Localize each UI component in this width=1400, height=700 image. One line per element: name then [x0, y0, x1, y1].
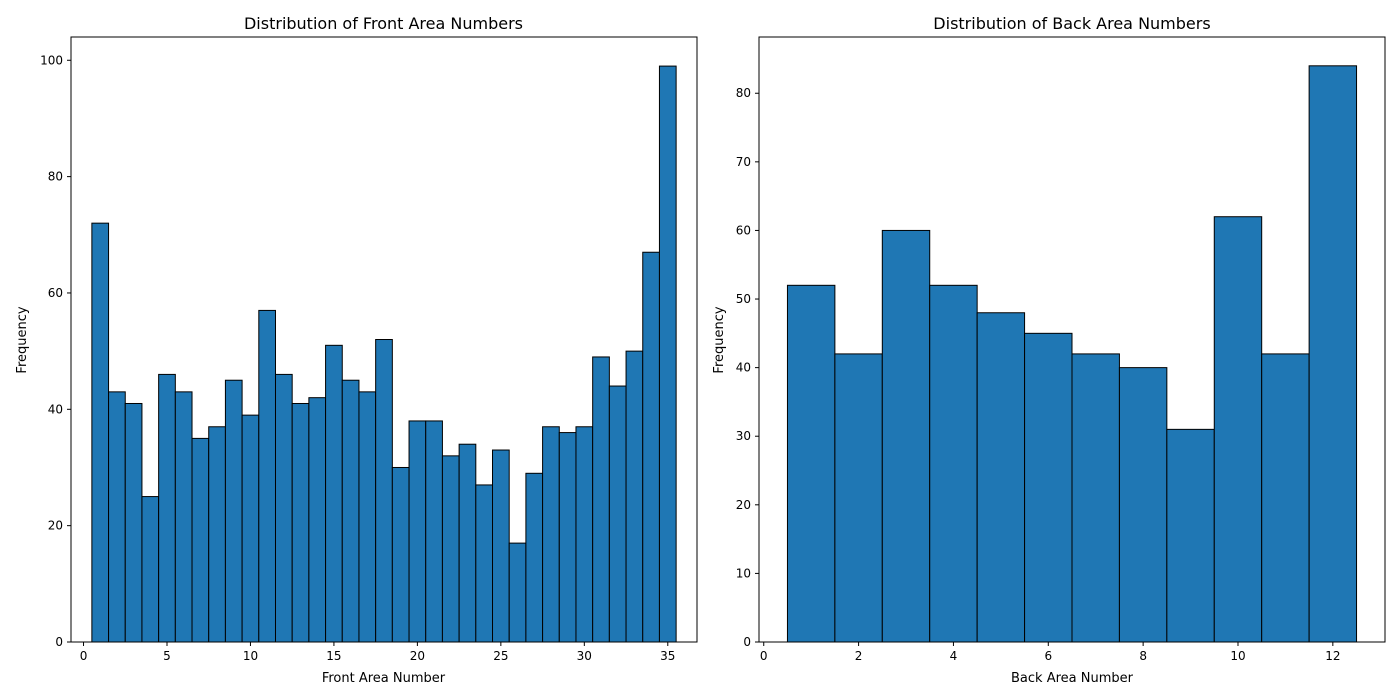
bar-35: [658, 65, 677, 643]
x-tick-label: 30: [577, 649, 592, 663]
x-tick-label: 35: [660, 649, 675, 663]
plot-frame: [70, 36, 698, 643]
bar-6: [1024, 332, 1073, 643]
bar-3: [881, 229, 931, 643]
x-tick-label: 2: [855, 649, 863, 663]
y-tick-label: 70: [736, 155, 751, 169]
bar-4: [141, 496, 160, 643]
bar-10: [1213, 216, 1263, 643]
bar-15: [325, 344, 343, 643]
front-area-chart: Distribution of Front Area Numbers Front…: [15, 14, 698, 686]
bar-8: [208, 426, 226, 643]
bar-26: [508, 542, 527, 643]
bar-23: [458, 443, 477, 643]
ticks-group: 0 5 10 15 20 25 30 35 0 20 40 60 80 100: [40, 53, 675, 663]
y-tick-label: 60: [48, 286, 63, 300]
x-tick-label: 0: [760, 649, 768, 663]
y-tick-label: 80: [736, 86, 751, 100]
bar-2: [108, 391, 126, 643]
x-tick-label: 8: [1139, 649, 1147, 663]
bar-30: [575, 426, 594, 643]
y-tick-label: 80: [48, 170, 63, 184]
bar-5: [976, 312, 1026, 643]
bar-1: [786, 284, 836, 643]
y-axis-label: Frequency: [15, 306, 30, 373]
y-tick-label: 40: [736, 361, 751, 375]
bar-34: [642, 251, 660, 643]
y-tick-label: 20: [48, 519, 63, 533]
x-axis-label: Front Area Number: [322, 671, 446, 686]
bar-27: [525, 472, 544, 643]
y-tick-label: 20: [736, 498, 751, 512]
bar-16: [341, 379, 360, 643]
x-tick-label: 20: [410, 649, 425, 663]
bar-7: [191, 437, 210, 643]
x-tick-label: 15: [326, 649, 341, 663]
bar-19: [391, 466, 410, 643]
x-tick-label: 6: [1044, 649, 1052, 663]
bar-33: [625, 350, 644, 643]
plot-frame: [758, 36, 1386, 643]
y-tick-label: 100: [40, 53, 63, 67]
bar-9: [1166, 428, 1215, 643]
y-tick-label: 10: [736, 566, 751, 580]
y-tick-label: 0: [55, 635, 63, 649]
y-tick-label: 60: [736, 223, 751, 237]
x-tick-label: 10: [1230, 649, 1245, 663]
bar-13: [291, 402, 310, 643]
y-tick-label: 40: [48, 402, 63, 416]
bar-20: [408, 420, 427, 643]
ticks-group: 0 2 4 6 8 10 12 0 10 20 30 40 50 60 70 80: [736, 86, 1341, 663]
bar-25: [492, 449, 510, 643]
bar-8: [1118, 367, 1168, 643]
bar-12: [1308, 65, 1358, 643]
bar-28: [542, 426, 560, 643]
x-tick-label: 0: [80, 649, 88, 663]
bar-31: [592, 356, 610, 643]
chart-title: Distribution of Front Area Numbers: [244, 14, 523, 33]
y-tick-label: 50: [736, 292, 751, 306]
chart-title: Distribution of Back Area Numbers: [933, 14, 1210, 33]
bar-9: [224, 379, 243, 643]
x-tick-label: 25: [493, 649, 508, 663]
bar-29: [558, 432, 577, 643]
bar-3: [124, 402, 143, 643]
bar-7: [1071, 353, 1120, 643]
x-tick-label: 10: [243, 649, 258, 663]
bar-21: [425, 420, 443, 643]
bar-24: [475, 484, 494, 643]
bar-11: [1261, 353, 1310, 643]
bar-14: [308, 397, 327, 643]
x-tick-label: 4: [950, 649, 958, 663]
bar-1: [91, 222, 110, 643]
x-tick-label: 12: [1325, 649, 1340, 663]
x-tick-label: 5: [163, 649, 171, 663]
bar-6: [174, 391, 193, 643]
bar-12: [274, 373, 293, 643]
bar-2: [834, 353, 883, 643]
bars-group: [786, 65, 1358, 643]
bar-4: [929, 284, 978, 643]
y-tick-label: 0: [743, 635, 751, 649]
bar-18: [375, 339, 393, 643]
bar-5: [158, 373, 176, 643]
bar-22: [441, 455, 460, 643]
y-tick-label: 30: [736, 429, 751, 443]
x-axis-label: Back Area Number: [1011, 671, 1134, 686]
bar-10: [241, 414, 260, 643]
y-axis-label: Frequency: [712, 306, 727, 373]
back-area-chart: Distribution of Back Area Numbers Back A…: [712, 14, 1386, 686]
bar-17: [358, 391, 377, 643]
bar-11: [258, 309, 276, 643]
bar-32: [608, 385, 627, 643]
